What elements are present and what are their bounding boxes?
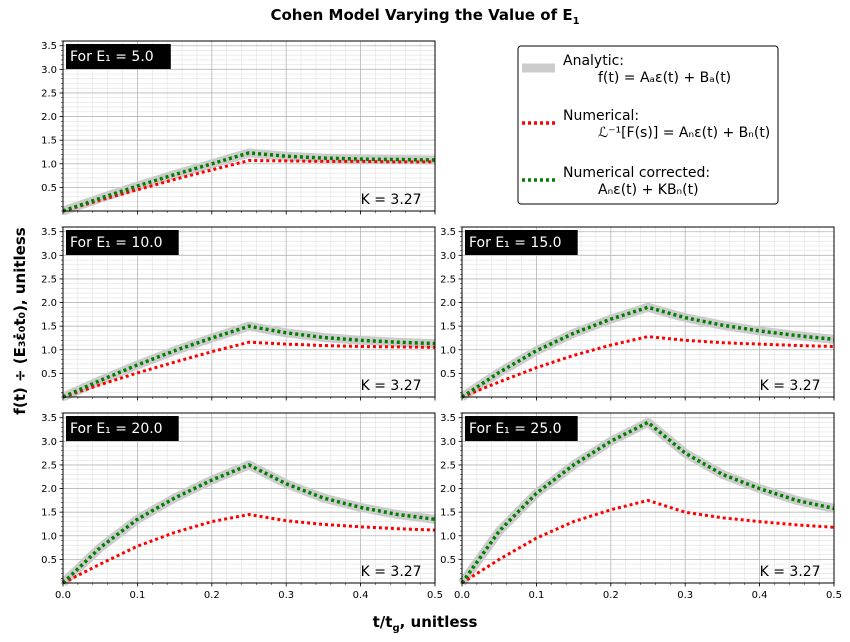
k-annotation: K = 3.27 bbox=[361, 192, 422, 208]
panel-label: For E₁ = 5.0 bbox=[70, 49, 154, 65]
x-tick-label: 0.5 bbox=[826, 590, 842, 601]
subplot-4: 0.5 1.0 1.5 2.0 2.5 3.0 3.5 0.0 0.1 0.2 0.3 0.4 0.5 F… bbox=[41, 412, 443, 601]
y-tick-label: 0.5 bbox=[440, 369, 456, 380]
y-tick-label: 1.0 bbox=[41, 345, 57, 356]
panel-label-box bbox=[66, 416, 179, 441]
chart-title: Cohen Model Varying the Value of E1 bbox=[270, 6, 580, 27]
panel-label-box bbox=[465, 416, 578, 441]
series-line-numerical bbox=[461, 498, 835, 585]
panel-label: For E₁ = 20.0 bbox=[70, 421, 163, 437]
y-tick-label: 2.0 bbox=[41, 112, 57, 123]
legend-entry-formula: Aₙε(t) + KBₙ(t) bbox=[598, 182, 699, 198]
y-tick-label: 0.5 bbox=[41, 369, 57, 380]
panel-label: For E₁ = 25.0 bbox=[469, 421, 562, 437]
y-tick-label: 2.0 bbox=[440, 484, 456, 495]
x-tick-label: 0.3 bbox=[278, 590, 294, 601]
y-tick-label: 3.0 bbox=[440, 437, 456, 448]
y-axis-label: f(t) ÷ (E₃ε̇₀t₀), unitless bbox=[11, 227, 29, 415]
series-line-numerical-corrected bbox=[461, 305, 835, 399]
y-tick-label: 3.0 bbox=[41, 65, 57, 76]
legend-entry-formula: ℒ⁻¹[F(s)] = Aₙε(t) + Bₙ(t) bbox=[598, 125, 770, 141]
y-tick-label: 3.0 bbox=[41, 251, 57, 262]
x-tick-label: 0.5 bbox=[427, 590, 443, 601]
y-tick-label: 1.0 bbox=[440, 345, 456, 356]
y-tick-label: 1.0 bbox=[41, 531, 57, 542]
x-tick-label: 0.4 bbox=[752, 590, 768, 601]
x-tick-label: 0.4 bbox=[353, 590, 369, 601]
x-tick-label: 0.2 bbox=[204, 590, 220, 601]
legend-entry-label: Analytic: bbox=[563, 53, 624, 69]
series-line-numerical-corrected bbox=[61, 463, 436, 585]
y-tick-label: 3.5 bbox=[41, 41, 57, 52]
y-tick-label: 0.5 bbox=[440, 555, 456, 566]
subplot-3: 0.5 1.0 1.5 2.0 2.5 3.0 3.5 For E₁ = 15.0 K = 3.… bbox=[440, 226, 835, 401]
y-tick-label: 2.5 bbox=[41, 88, 57, 99]
y-tick-label: 1.0 bbox=[41, 159, 57, 170]
x-tick-label: 0.0 bbox=[55, 590, 71, 601]
legend-entry-formula: f(t) = Aₐε(t) + Bₐ(t) bbox=[598, 70, 731, 86]
y-tick-label: 1.5 bbox=[41, 508, 57, 519]
y-tick-label: 0.5 bbox=[41, 555, 57, 566]
panel-label-box bbox=[66, 44, 171, 69]
series-line-numerical bbox=[62, 159, 435, 213]
panel-label-box bbox=[465, 230, 578, 255]
y-tick-label: 2.0 bbox=[41, 484, 57, 495]
y-tick-label: 3.5 bbox=[41, 227, 57, 238]
x-tick-label: 0.0 bbox=[454, 590, 470, 601]
y-tick-label: 3.5 bbox=[440, 227, 456, 238]
legend-frame bbox=[517, 45, 779, 205]
x-tick-label: 0.2 bbox=[603, 590, 619, 601]
k-annotation: K = 3.27 bbox=[760, 378, 821, 394]
y-tick-label: 3.5 bbox=[440, 413, 456, 424]
y-tick-label: 3.0 bbox=[440, 251, 456, 262]
y-tick-label: 2.0 bbox=[41, 298, 57, 309]
series-line-numerical-corrected bbox=[62, 324, 436, 399]
series-line-numerical bbox=[62, 513, 436, 585]
panel-label: For E₁ = 15.0 bbox=[469, 235, 562, 251]
subplot-5: 0.5 1.0 1.5 2.0 2.5 3.0 3.5 0.0 0.1 0.2 0.3 0.4 0.5 F… bbox=[440, 412, 842, 601]
y-tick-label: 3.0 bbox=[41, 437, 57, 448]
series-line-numerical bbox=[62, 340, 436, 399]
x-tick-label: 0.1 bbox=[528, 590, 544, 601]
y-tick-label: 1.5 bbox=[41, 322, 57, 333]
y-tick-label: 3.5 bbox=[41, 413, 57, 424]
series-line-numerical bbox=[461, 335, 835, 399]
y-tick-label: 2.5 bbox=[440, 274, 456, 285]
y-tick-label: 1.0 bbox=[440, 531, 456, 542]
k-annotation: K = 3.27 bbox=[361, 564, 422, 580]
y-tick-label: 1.5 bbox=[440, 508, 456, 519]
series-line-analytic bbox=[458, 417, 835, 586]
legend-entry-label: Numerical: bbox=[563, 108, 639, 124]
panel-label: For E₁ = 10.0 bbox=[70, 235, 163, 251]
subplot-2: 0.5 1.0 1.5 2.0 2.5 3.0 3.5 For E₁ = 10.0 K = 3.… bbox=[41, 226, 436, 402]
y-tick-label: 2.5 bbox=[41, 460, 57, 471]
y-tick-label: 1.5 bbox=[440, 322, 456, 333]
panel-label-box bbox=[66, 230, 179, 255]
k-annotation: K = 3.27 bbox=[760, 564, 821, 580]
x-axis-label: t/tg, unitless bbox=[372, 613, 478, 634]
y-tick-label: 1.5 bbox=[41, 136, 57, 147]
x-tick-label: 0.3 bbox=[677, 590, 693, 601]
k-annotation: K = 3.27 bbox=[361, 378, 422, 394]
legend: Analytic:f(t) = Aₐε(t) + Bₐ(t) Numerical:… bbox=[517, 45, 779, 205]
y-tick-label: 2.5 bbox=[41, 274, 57, 285]
y-tick-label: 2.0 bbox=[440, 298, 456, 309]
subplot-1: 0.5 1.0 1.5 2.0 2.5 3.0 3.5 For E₁ = 5.0 K = 3.2… bbox=[41, 40, 436, 216]
legend-entry-label: Numerical corrected: bbox=[563, 165, 710, 181]
series-line-numerical-corrected bbox=[62, 151, 436, 213]
y-tick-label: 0.5 bbox=[41, 183, 57, 194]
y-tick-label: 2.5 bbox=[440, 460, 456, 471]
x-tick-label: 0.1 bbox=[129, 590, 145, 601]
